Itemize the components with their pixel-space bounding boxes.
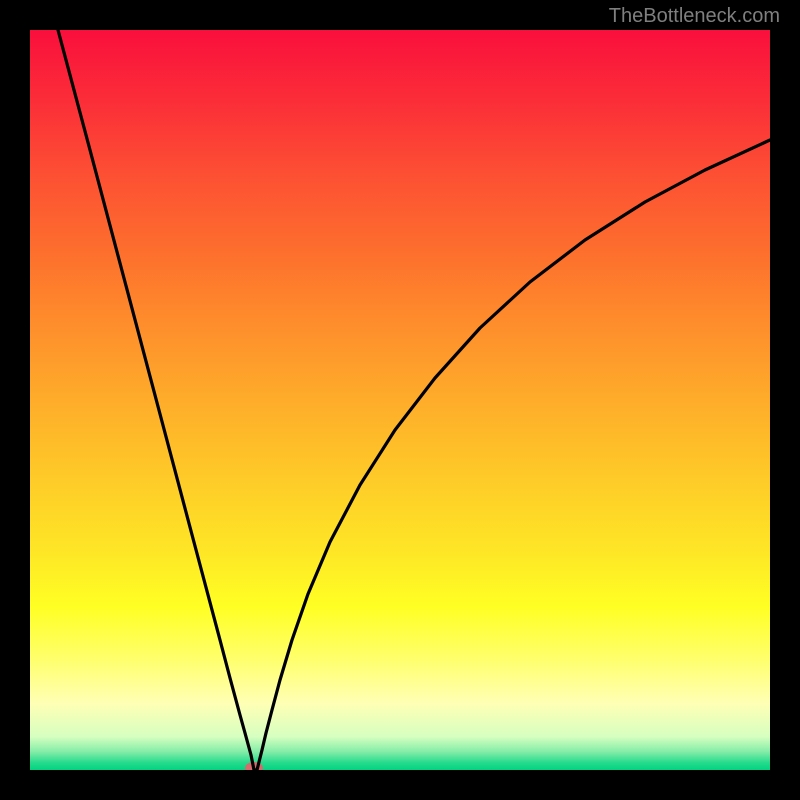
plot-svg	[30, 30, 770, 770]
watermark-text: TheBottleneck.com	[609, 5, 780, 28]
plot-area	[30, 30, 770, 770]
gradient-background	[30, 30, 770, 770]
chart-frame: TheBottleneck.com	[0, 0, 800, 800]
